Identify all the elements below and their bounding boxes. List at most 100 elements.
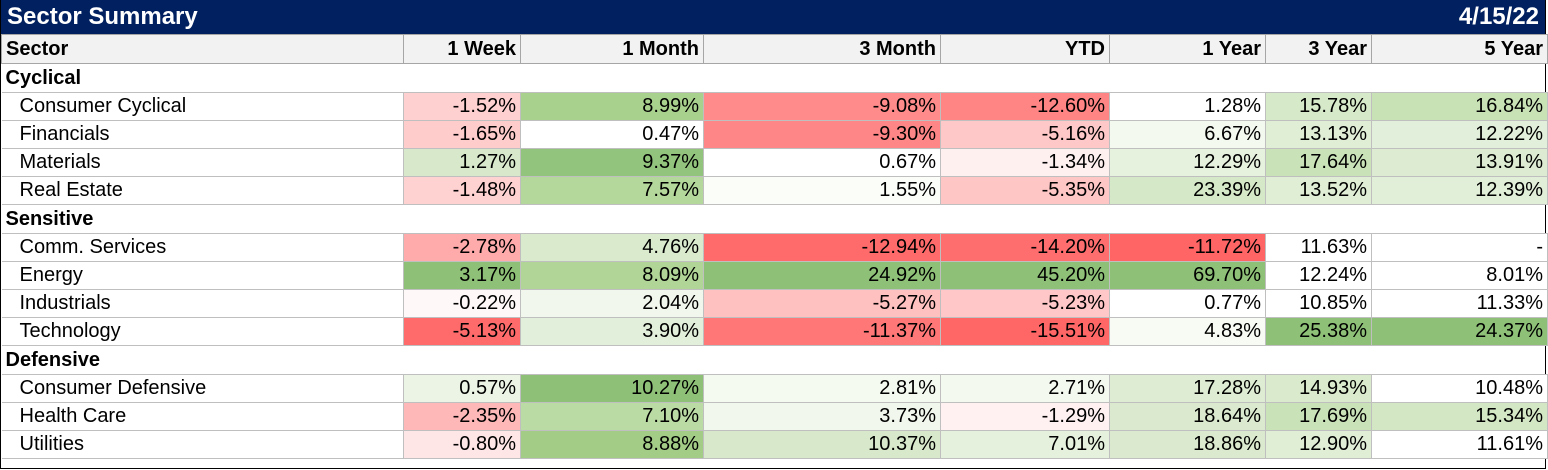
cell-3-month: 10.37% (703, 430, 941, 459)
title-bar: Sector Summary 4/15/22 (1, 0, 1545, 34)
header-3-month: 3 Month (703, 34, 941, 64)
cell-ytd: 2.71% (940, 374, 1110, 403)
cell-5-year: 16.84% (1371, 92, 1548, 121)
cell-ytd: -1.29% (940, 402, 1110, 431)
header-3-year: 3 Year (1265, 34, 1372, 64)
cell-3-month: -5.27% (703, 289, 941, 318)
table-row: Energy 3.17% 8.09% 24.92% 45.20% 69.70% 12.24%… (1, 261, 1548, 290)
header-row: Sector 1 Week 1 Month 3 Month YTD 1 Year… (1, 34, 1548, 64)
sheet-date: 4/15/22 (1458, 3, 1539, 30)
cell-1-week: -2.35% (403, 402, 521, 431)
table-row: Consumer Defensive 0.57% 10.27% 2.81% 2.71% 1… (1, 374, 1548, 403)
cell-1-year: 18.64% (1109, 402, 1266, 431)
table-row: Health Care -2.35% 7.10% 3.73% -1.29% 18.64% 1… (1, 402, 1548, 431)
header-5-year: 5 Year (1371, 34, 1548, 64)
cell-ytd: -12.60% (940, 92, 1110, 121)
cell-1-month: 4.76% (520, 233, 704, 262)
cell-1-year: 0.77% (1109, 289, 1266, 318)
cell-ytd: -5.23% (940, 289, 1110, 318)
sector-name: Financials (1, 120, 404, 149)
cell-5-year: 15.34% (1371, 402, 1548, 431)
cell-3-month: 24.92% (703, 261, 941, 290)
cell-3-month: 3.73% (703, 402, 941, 431)
table-row: Technology -5.13% 3.90% -11.37% -15.51% 4.83%… (1, 317, 1548, 346)
header-ytd: YTD (940, 34, 1110, 64)
cell-5-year: 8.01% (1371, 261, 1548, 290)
header-sector: Sector (1, 34, 404, 64)
header-1-year: 1 Year (1109, 34, 1266, 64)
sector-name: Health Care (1, 402, 404, 431)
cell-1-year: 23.39% (1109, 176, 1266, 205)
sector-table-body: Sector 1 Week 1 Month 3 Month YTD 1 Year… (1, 34, 1548, 459)
cell-1-week: 1.27% (403, 148, 521, 177)
cell-5-year: 11.61% (1371, 430, 1548, 459)
cell-1-week: -1.48% (403, 176, 521, 205)
cell-1-year: 6.67% (1109, 120, 1266, 149)
cell-5-year: - (1371, 233, 1548, 262)
cell-3-year: 12.90% (1265, 430, 1372, 459)
cell-1-month: 7.10% (520, 402, 704, 431)
cell-1-week: 3.17% (403, 261, 521, 290)
cell-1-month: 3.90% (520, 317, 704, 346)
cell-5-year: 12.39% (1371, 176, 1548, 205)
sheet-title: Sector Summary (7, 3, 198, 30)
cell-1-month: 7.57% (520, 176, 704, 205)
cell-1-year: 17.28% (1109, 374, 1266, 403)
cell-ytd: 7.01% (940, 430, 1110, 459)
cell-3-month: -11.37% (703, 317, 941, 346)
cell-1-week: -2.78% (403, 233, 521, 262)
sector-name: Comm. Services (1, 233, 404, 262)
cell-ytd: -5.16% (940, 120, 1110, 149)
cell-1-month: 2.04% (520, 289, 704, 318)
sector-name: Industrials (1, 289, 404, 318)
cell-3-year: 17.64% (1265, 148, 1372, 177)
cell-3-year: 15.78% (1265, 92, 1372, 121)
cell-5-year: 12.22% (1371, 120, 1548, 149)
cell-3-year: 13.13% (1265, 120, 1372, 149)
cell-3-month: 2.81% (703, 374, 941, 403)
sector-name: Materials (1, 148, 404, 177)
table-row: Industrials -0.22% 2.04% -5.27% -5.23% 0.77% 1… (1, 289, 1548, 318)
cell-3-year: 12.24% (1265, 261, 1372, 290)
cell-3-year: 17.69% (1265, 402, 1372, 431)
cell-1-month: 8.09% (520, 261, 704, 290)
cell-ytd: -14.20% (940, 233, 1110, 262)
cell-3-month: 1.55% (703, 176, 941, 205)
cell-ytd: -1.34% (940, 148, 1110, 177)
sector-name: Energy (1, 261, 404, 290)
header-1-week: 1 Week (403, 34, 521, 64)
cell-5-year: 13.91% (1371, 148, 1548, 177)
sector-name: Real Estate (1, 176, 404, 205)
sector-name: Consumer Cyclical (1, 92, 404, 121)
sector-name: Technology (1, 317, 404, 346)
group-label: Defensive (5, 348, 101, 371)
cell-1-week: -0.22% (403, 289, 521, 318)
table-row: Real Estate -1.48% 7.57% 1.55% -5.35% 23.39% 1… (1, 176, 1548, 205)
cell-1-month: 8.99% (520, 92, 704, 121)
cell-ytd: -15.51% (940, 317, 1110, 346)
table-row: Materials 1.27% 9.37% 0.67% -1.34% 12.29% 17.6… (1, 148, 1548, 177)
cell-1-week: -0.80% (403, 430, 521, 459)
cell-1-month: 9.37% (520, 148, 704, 177)
table-row: Consumer Cyclical -1.52% 8.99% -9.08% -12.60… (1, 92, 1548, 121)
cell-3-year: 14.93% (1265, 374, 1372, 403)
cell-3-month: -12.94% (703, 233, 941, 262)
cell-1-year: 4.83% (1109, 317, 1266, 346)
cell-3-year: 13.52% (1265, 176, 1372, 205)
cell-5-year: 10.48% (1371, 374, 1548, 403)
cell-1-year: 69.70% (1109, 261, 1266, 290)
cell-ytd: -5.35% (940, 176, 1110, 205)
table-row: Utilities -0.80% 8.88% 10.37% 7.01% 18.86% 12.… (1, 430, 1548, 459)
cell-1-week: -1.65% (403, 120, 521, 149)
group-row-defensive: Defensive (2, 346, 1548, 375)
table-row: Financials -1.65% 0.47% -9.30% -5.16% 6.67% 13… (1, 120, 1548, 149)
cell-1-month: 8.88% (520, 430, 704, 459)
cell-1-year: 1.28% (1109, 92, 1266, 121)
cell-3-month: -9.08% (703, 92, 941, 121)
cell-1-year: -11.72% (1109, 233, 1266, 262)
sector-name: Consumer Defensive (1, 374, 404, 403)
sector-table: Sector 1 Week 1 Month 3 Month YTD 1 Year… (1, 34, 1548, 459)
cell-1-week: 0.57% (403, 374, 521, 403)
cell-5-year: 24.37% (1371, 317, 1548, 346)
